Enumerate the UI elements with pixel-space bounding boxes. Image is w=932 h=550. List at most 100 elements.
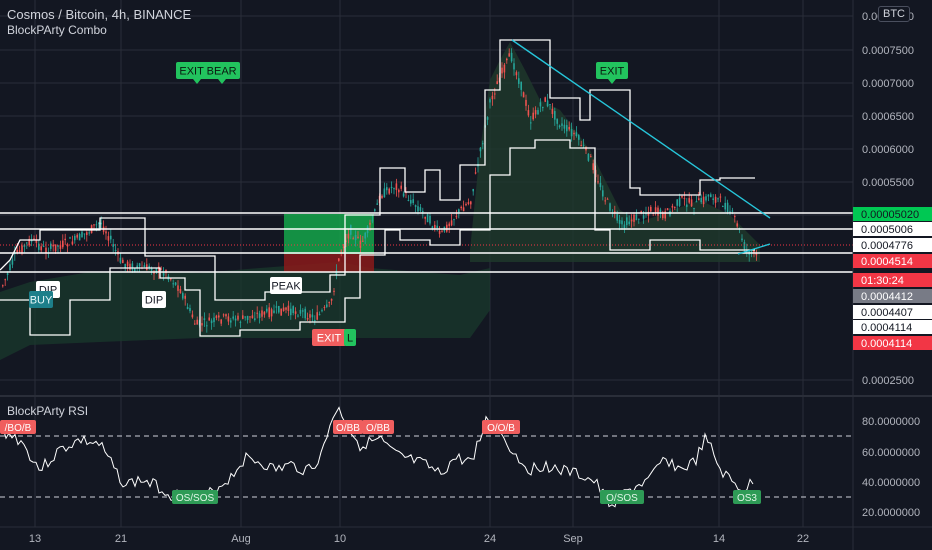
candle-body: [657, 207, 659, 216]
candle-body: [26, 242, 28, 244]
candle-body: [290, 308, 292, 316]
candle-body: [458, 209, 460, 213]
candle-body: [107, 236, 110, 241]
candle-body: [400, 185, 402, 189]
candle-body: [357, 236, 359, 238]
candle-body: [83, 233, 86, 235]
candle-body: [222, 314, 225, 316]
candle-body: [227, 316, 230, 322]
price-tick: 0.0007000: [862, 78, 914, 90]
price-badge-bg: [853, 305, 932, 319]
signal-label-text: EXIT: [317, 333, 342, 345]
candle-body: [465, 203, 467, 206]
candle-body: [515, 72, 518, 76]
candle-body: [155, 268, 158, 273]
signal-label-bg: [312, 329, 346, 346]
candle-body: [446, 224, 448, 232]
candle-body: [671, 205, 674, 208]
price-badge-text: 0.0004412: [861, 291, 913, 303]
price-badge-text: 0.0004114: [861, 322, 912, 334]
candle-body: [467, 202, 470, 204]
candle-body: [388, 188, 390, 194]
candle-body: [64, 238, 66, 241]
candle-body: [666, 208, 669, 211]
candle-body: [597, 181, 599, 183]
signal-label: EXIT: [596, 62, 628, 79]
candle-body: [86, 232, 88, 236]
candle-body: [693, 207, 695, 210]
signal-label: EXIT BEAR: [176, 62, 240, 79]
rsi-signal-bg: [172, 490, 218, 504]
candle-body: [422, 211, 424, 213]
candle-body: [131, 263, 134, 270]
candle-body: [686, 204, 688, 207]
signal-label-bg: [344, 329, 356, 346]
candle-body: [700, 197, 702, 203]
candle-body: [719, 196, 722, 198]
candle-body: [563, 124, 566, 129]
candle-body: [534, 110, 537, 115]
candle-body: [734, 216, 736, 218]
candle-body: [153, 272, 155, 274]
candle-body: [206, 325, 208, 327]
candle-body: [642, 215, 645, 219]
rsi-tick: 40.0000000: [862, 477, 920, 489]
candle-body: [184, 295, 186, 299]
signal-label-text: PEAK: [271, 281, 301, 293]
candle-body: [587, 153, 590, 161]
candle-body: [683, 198, 686, 200]
candle-body: [474, 172, 477, 174]
candle-body: [731, 210, 734, 212]
candle-body: [508, 53, 510, 57]
candle-body: [753, 249, 755, 253]
price-badge: 01:30:24: [853, 273, 932, 287]
candle-body: [302, 310, 304, 312]
candle-body: [359, 240, 362, 248]
candle-body: [280, 308, 282, 316]
candle-body: [592, 163, 594, 170]
candle-body: [9, 264, 11, 271]
candle-body: [582, 144, 585, 146]
rsi-signal-label: O/O/B: [482, 420, 520, 434]
candle-body: [292, 306, 294, 314]
rsi-signal-text: O/O/B: [487, 423, 515, 434]
candle-body: [590, 156, 592, 158]
candle-body: [654, 207, 657, 213]
candle-body: [513, 63, 515, 70]
rsi-signal-text: /BO/B: [5, 423, 32, 434]
price-badge-text: 0.0005006: [861, 224, 913, 236]
candle-body: [218, 315, 220, 318]
rsi-tick: 80.0000000: [862, 416, 920, 428]
candle-body: [599, 182, 602, 188]
candle-body: [376, 203, 378, 205]
candle-body: [42, 245, 45, 247]
trendline-short: [737, 243, 771, 255]
candle-body: [347, 233, 350, 239]
candle-body: [486, 117, 489, 120]
price-badge-text: 0.0004407: [861, 307, 913, 319]
candle-body: [78, 233, 81, 241]
candle-body: [160, 268, 162, 270]
currency-button[interactable]: BTC: [878, 6, 910, 22]
candle-body: [162, 272, 165, 276]
candle-body: [213, 317, 215, 323]
rsi-signal-bg: [482, 420, 520, 434]
candle-body: [186, 307, 189, 310]
candle-body: [489, 99, 491, 103]
candle-body: [374, 209, 376, 211]
candle-body: [690, 199, 693, 207]
candle-body: [38, 243, 40, 250]
rsi-signal-label: O/BB: [362, 420, 394, 434]
rsi-signal-bg: [600, 490, 644, 504]
candle-body: [263, 311, 266, 315]
candle-body: [95, 224, 98, 226]
candle-body: [510, 52, 513, 62]
candle-body: [124, 263, 126, 269]
candle-body: [350, 225, 352, 235]
candle-body: [503, 64, 506, 73]
candle-body: [705, 196, 707, 201]
candle-body: [714, 196, 717, 203]
candle-body: [554, 111, 556, 120]
